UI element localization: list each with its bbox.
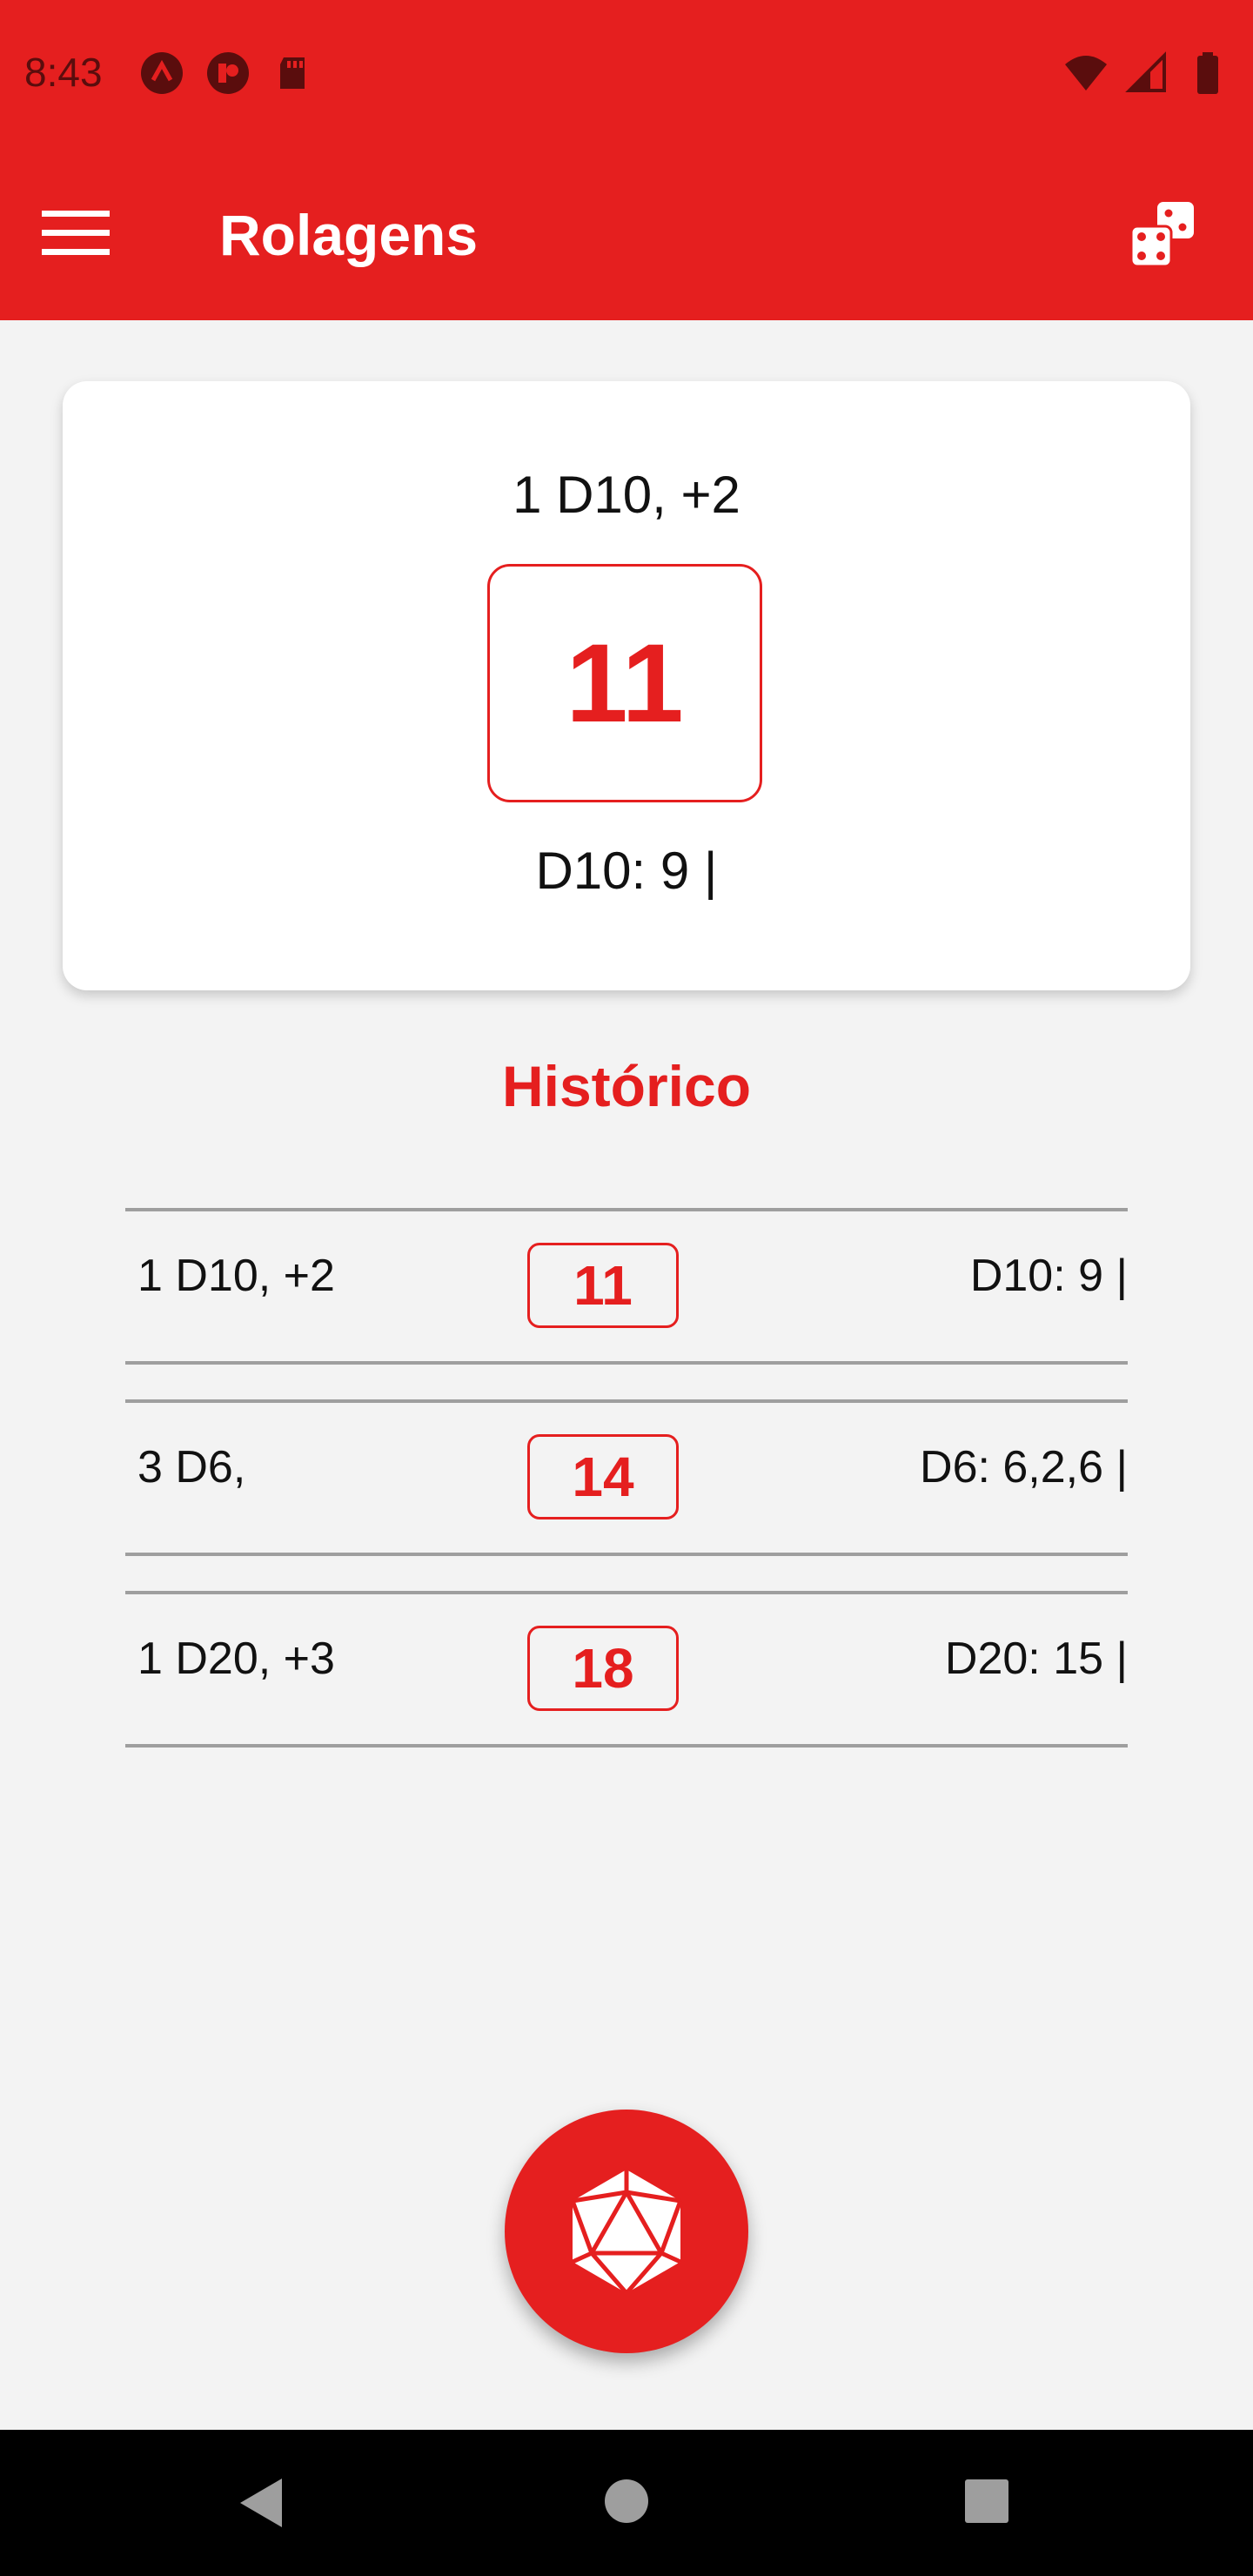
status-time: 8:43 xyxy=(24,50,103,95)
sd-card-icon xyxy=(280,57,305,89)
history-row-detail: D6: 6,2,6 | xyxy=(920,1442,1128,1493)
status-bar: 8:43 xyxy=(0,0,1253,148)
history-row-formula: 1 D20, +3 xyxy=(137,1633,335,1684)
battery-icon xyxy=(1197,52,1218,94)
record-notification-icon xyxy=(207,52,249,94)
history-row[interactable]: 1 D20, +3 18 D20: 15 | xyxy=(125,1591,1128,1748)
current-roll-formula: 1 D10, +2 xyxy=(513,466,740,524)
current-roll-detail: D10: 9 | xyxy=(535,842,718,900)
history-row-result: 18 xyxy=(527,1626,679,1711)
history-row-result: 14 xyxy=(527,1434,679,1519)
history-row-formula: 3 D6, xyxy=(137,1442,246,1493)
history-list: 1 D10, +2 11 D10: 9 | 3 D6, 14 D6: 6,2,6… xyxy=(125,1208,1128,1782)
current-roll-result: 11 xyxy=(487,564,762,802)
roll-dice-button[interactable] xyxy=(505,2110,748,2353)
history-row-detail: D10: 9 | xyxy=(969,1251,1128,1301)
back-icon[interactable] xyxy=(237,2475,285,2531)
cell-signal-icon xyxy=(1125,51,1166,92)
d20-icon xyxy=(570,2170,683,2295)
history-title: Histórico xyxy=(501,1054,752,1118)
wifi-icon xyxy=(1065,56,1107,91)
dice-icon[interactable] xyxy=(1128,200,1197,270)
history-row[interactable]: 3 D6, 14 D6: 6,2,6 | xyxy=(125,1399,1128,1556)
current-roll-card: 1 D10, +2 11 D10: 9 | xyxy=(63,381,1190,990)
app-notification-icon xyxy=(141,52,183,94)
history-row[interactable]: 1 D10, +2 11 D10: 9 | xyxy=(125,1208,1128,1365)
app-bar: Rolagens xyxy=(0,148,1253,320)
home-icon[interactable] xyxy=(604,2479,649,2524)
status-system-icons xyxy=(1063,50,1230,96)
history-row-formula: 1 D10, +2 xyxy=(137,1251,335,1301)
status-notification-icons xyxy=(139,50,317,96)
system-nav-bar xyxy=(0,2430,1253,2576)
history-row-result: 11 xyxy=(527,1243,679,1328)
history-row-detail: D20: 15 | xyxy=(944,1633,1128,1684)
page-title: Rolagens xyxy=(219,203,479,267)
hamburger-menu-icon[interactable] xyxy=(42,209,110,258)
recent-apps-icon[interactable] xyxy=(964,2479,1009,2524)
